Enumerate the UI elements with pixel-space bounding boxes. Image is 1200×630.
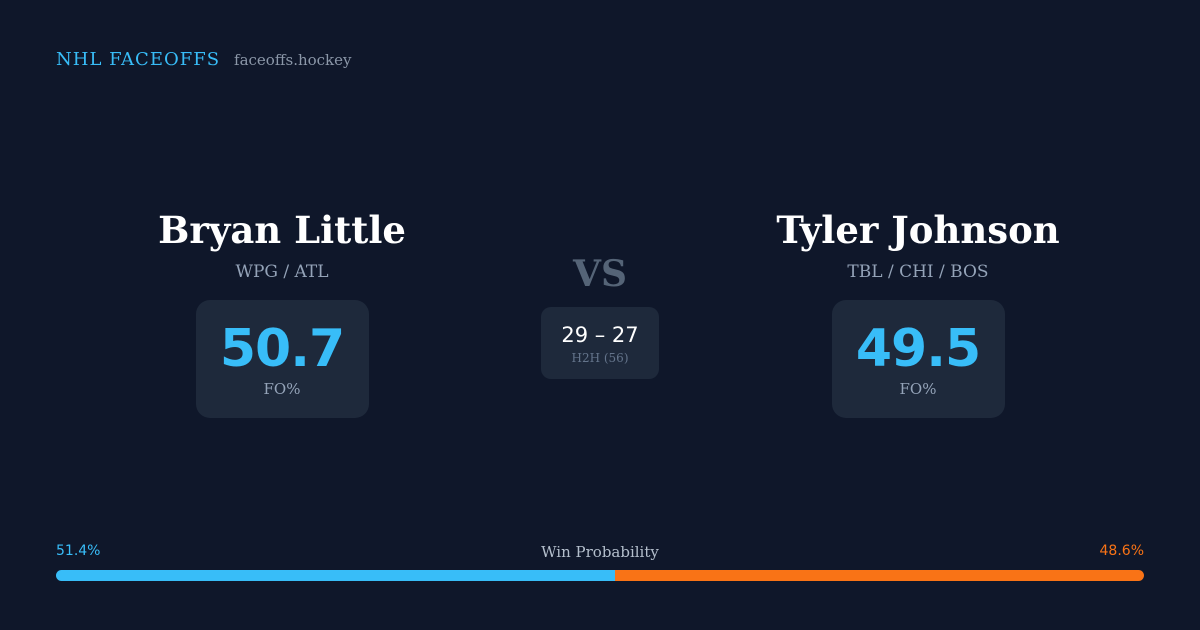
vs-label: VS	[573, 253, 627, 295]
player-left-name: Bryan Little	[158, 208, 406, 252]
player-right-fo-label: FO%	[899, 380, 937, 398]
win-probability-left-value: 51.4%	[56, 543, 101, 559]
head-to-head-label: H2H (56)	[571, 350, 629, 365]
player-right-panel: Tyler Johnson TBL / CHI / BOS 49.5 FO%	[688, 206, 1148, 418]
player-right-name: Tyler Johnson	[776, 208, 1060, 252]
head-to-head-card: 29 – 27 H2H (56)	[541, 307, 659, 379]
win-probability-bar-right	[615, 570, 1144, 581]
win-probability-labels: 51.4% Win Probability 48.6%	[56, 543, 1144, 563]
win-probability-title: Win Probability	[541, 543, 659, 561]
brand-url: faceoffs.hockey	[234, 51, 352, 69]
player-left-fo-card: 50.7 FO%	[195, 300, 369, 418]
brand-header: NHL FACEOFFS faceoffs.hockey	[56, 49, 352, 70]
player-right-fo-value: 49.5	[855, 319, 981, 379]
player-right-teams: TBL / CHI / BOS	[847, 262, 989, 282]
player-right-fo-card: 49.5 FO%	[831, 300, 1005, 418]
win-probability-bar	[56, 570, 1144, 581]
win-probability-bar-left	[56, 570, 616, 581]
win-probability-right-value: 48.6%	[1099, 543, 1144, 559]
player-left-panel: Bryan Little WPG / ATL 50.7 FO%	[52, 206, 512, 418]
player-left-teams: WPG / ATL	[235, 262, 329, 282]
player-left-fo-label: FO%	[263, 380, 301, 398]
brand-name: NHL FACEOFFS	[56, 49, 221, 70]
player-left-fo-value: 50.7	[219, 319, 345, 379]
head-to-head-score: 29 – 27	[561, 322, 639, 347]
